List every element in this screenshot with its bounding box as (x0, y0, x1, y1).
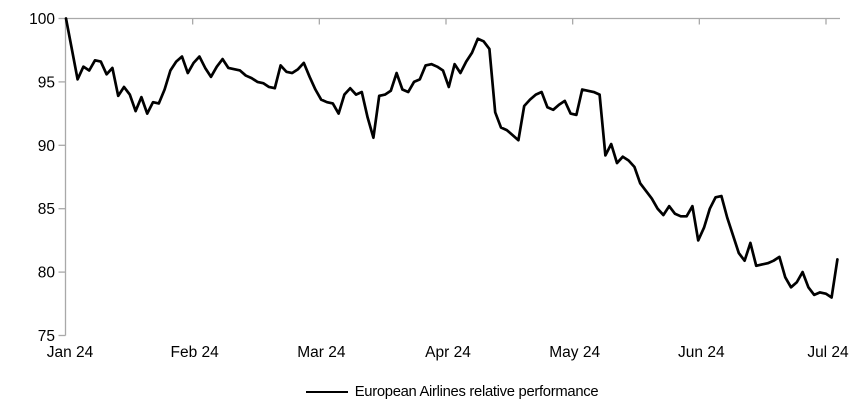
x-axis-label: May 24 (549, 344, 600, 361)
legend-line-sample (305, 391, 348, 393)
y-axis-label: 100 (29, 11, 55, 28)
legend: European Airlines relative performance (66, 382, 838, 402)
y-axis-label: 80 (38, 265, 56, 282)
series-line (64, 17, 839, 299)
y-axis-label: 90 (38, 138, 56, 155)
y-axis-label: 75 (38, 328, 55, 345)
x-axis-label: Jan 24 (47, 344, 94, 361)
x-axis-label: Jul 24 (807, 344, 849, 361)
y-axis-label: 95 (38, 74, 55, 91)
x-axis-label: Apr 24 (425, 344, 471, 361)
x-axis-label: Jun 24 (678, 344, 725, 361)
x-axis-label: Mar 24 (297, 344, 346, 361)
x-axis-label: Feb 24 (171, 344, 220, 361)
y-axis-label: 85 (38, 201, 55, 218)
legend-label: European Airlines relative performance (354, 384, 599, 400)
